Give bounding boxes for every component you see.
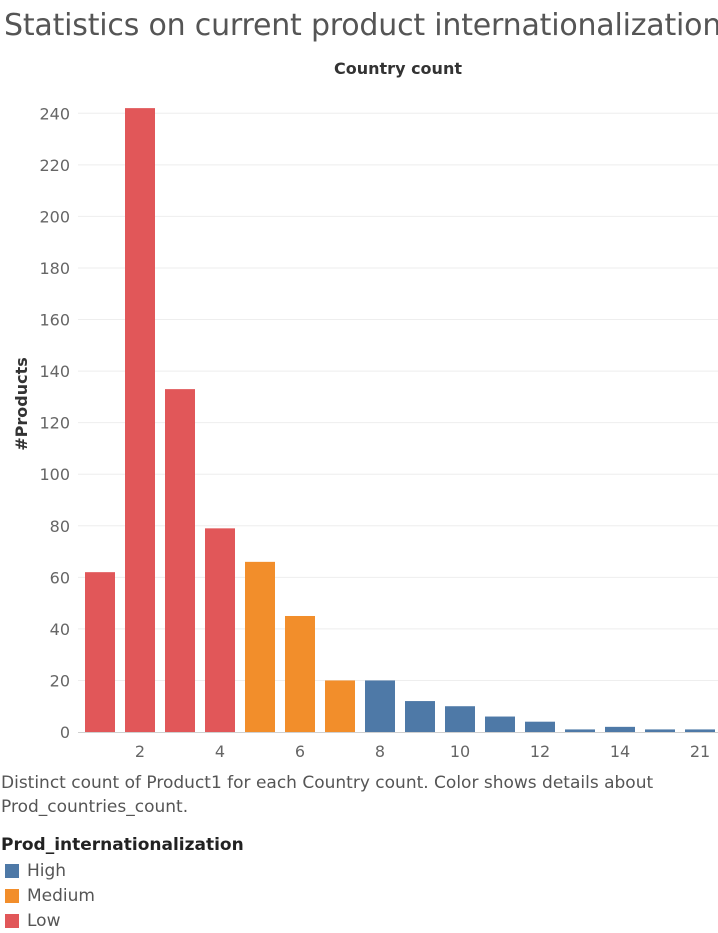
x-tick-label: 21 xyxy=(690,742,710,761)
x-tick-label: 14 xyxy=(610,742,630,761)
bar-14[interactable] xyxy=(605,726,635,732)
bar-12[interactable] xyxy=(525,721,555,732)
bar-7[interactable] xyxy=(325,680,355,732)
chart-caption: Distinct count of Product1 for each Coun… xyxy=(1,773,654,817)
y-tick-label: 140 xyxy=(39,362,70,381)
bar-8[interactable] xyxy=(365,680,395,732)
legend-item-low[interactable]: Low xyxy=(1,908,244,933)
y-tick-label: 20 xyxy=(50,671,70,690)
bars xyxy=(85,108,715,732)
bar-1[interactable] xyxy=(85,572,115,732)
bar-15[interactable] xyxy=(645,729,675,732)
bar-9[interactable] xyxy=(405,701,435,732)
y-tick-label: 240 xyxy=(39,104,70,123)
bar-2[interactable] xyxy=(125,108,155,732)
x-tick-label: 12 xyxy=(530,742,550,761)
legend-swatch-low xyxy=(5,913,19,928)
bar-chart-svg: 0 20 40 60 80 100 120 140 160 180 200 220 240 2 4 6 8 10… xyxy=(12,59,718,761)
legend-swatch-medium xyxy=(5,888,19,903)
chart-title: Statistics on current product internatio… xyxy=(4,8,718,43)
y-tick-label: 80 xyxy=(50,517,70,536)
y-tick-label: 60 xyxy=(50,568,70,587)
y-tick-label: 100 xyxy=(39,465,70,484)
bar-3[interactable] xyxy=(165,389,195,732)
legend-title: Prod_internationalization xyxy=(1,835,244,855)
bar-21[interactable] xyxy=(685,729,715,732)
bar-6[interactable] xyxy=(285,615,315,732)
y-tick-label: 180 xyxy=(39,259,70,278)
y-tick-label: 200 xyxy=(39,207,70,226)
y-tick-label: 220 xyxy=(39,156,70,175)
x-axis-title: Country count xyxy=(334,59,462,78)
bar-11[interactable] xyxy=(485,716,515,732)
x-tick-label: 4 xyxy=(215,742,225,761)
y-tick-label: 160 xyxy=(39,311,70,330)
x-tick-label: 10 xyxy=(450,742,470,761)
x-axis-ticks: 2 4 6 8 10 12 14 21 xyxy=(135,742,710,761)
legend-label-low: Low xyxy=(27,910,61,931)
bar-13[interactable] xyxy=(565,729,595,732)
legend-item-medium[interactable]: Medium xyxy=(1,883,244,908)
x-tick-label: 2 xyxy=(135,742,145,761)
y-tick-label: 120 xyxy=(39,414,70,433)
legend-label-high: High xyxy=(27,860,67,881)
legend-label-medium: Medium xyxy=(27,885,95,906)
legend-swatch-high xyxy=(5,863,19,878)
y-tick-label: 0 xyxy=(60,723,70,742)
y-axis-ticks: 0 20 40 60 80 100 120 140 160 180 200 220 240 xyxy=(39,104,70,742)
legend-item-high[interactable]: High xyxy=(1,858,244,883)
x-tick-label: 6 xyxy=(295,742,305,761)
bar-4[interactable] xyxy=(205,528,235,732)
y-tick-label: 40 xyxy=(50,620,70,639)
legend: Prod_internationalization High Medium Lo… xyxy=(1,833,244,933)
x-tick-label: 8 xyxy=(375,742,385,761)
bar-5[interactable] xyxy=(245,561,275,732)
y-axis-title: #Products xyxy=(12,357,31,451)
bar-chart: 0 20 40 60 80 100 120 140 160 180 200 220 240 2 4 6 8 10… xyxy=(0,52,718,767)
bar-10[interactable] xyxy=(445,706,475,732)
